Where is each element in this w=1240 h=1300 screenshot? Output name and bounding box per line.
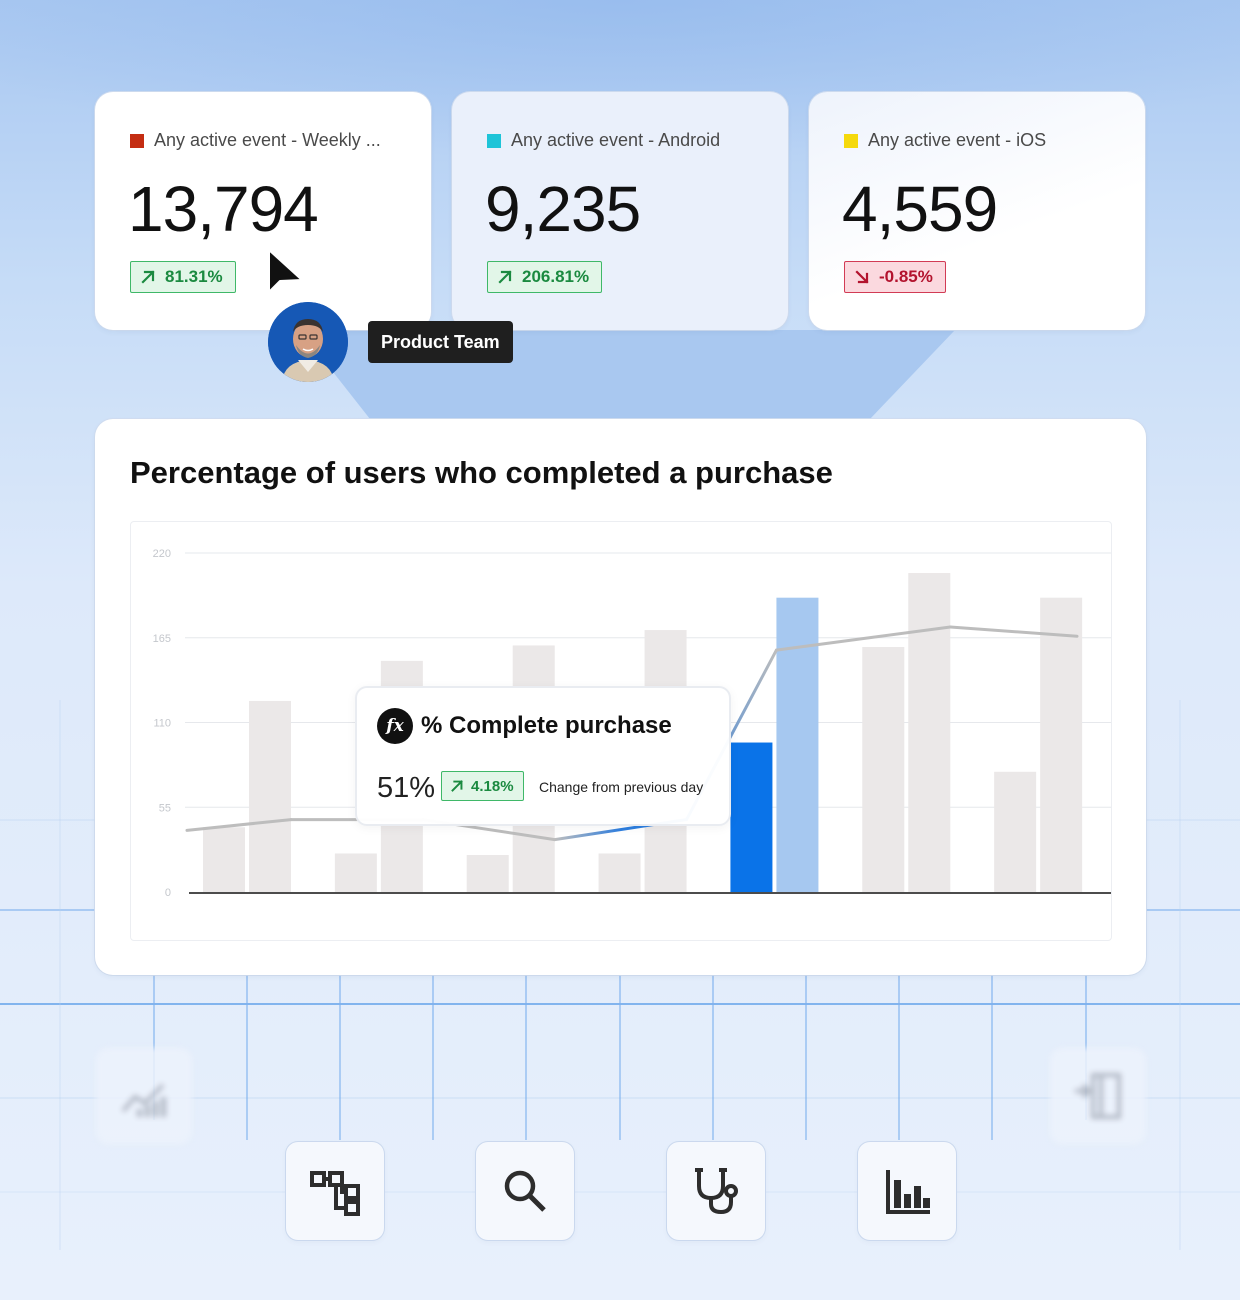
popover-delta-value: 4.18% [471,777,514,795]
delta-value: -0.85% [879,267,933,286]
line-segment [185,818,293,832]
metric-label-text: Any active event - iOS [868,130,1047,150]
bar [466,855,509,892]
delta-value: 81.31% [165,267,223,286]
ghost-tool-trend [96,1048,192,1144]
bar [598,853,641,892]
bar [862,646,905,892]
y-tick-label: 55 [159,802,171,814]
mouse-cursor-icon [268,249,303,293]
bar [994,771,1037,892]
bar [908,573,951,892]
arrow-up-right-icon [141,270,155,284]
delta-badge: 81.31% [130,261,236,293]
analytics-tool-button[interactable] [858,1142,956,1240]
y-tick-label: 0 [165,887,171,899]
line-segment [948,625,1079,638]
delta-badge: -0.85% [844,261,946,293]
line-segment [774,625,952,652]
y-tick-label: 220 [153,548,171,560]
avatar[interactable] [268,302,348,382]
popover-delta-badge: 4.18% [441,771,524,801]
bar [776,597,819,892]
metric-value: 13,794 [128,173,319,245]
delta-value: 206.81% [522,267,590,286]
chart-card: Percentage of users who completed a purc… [95,419,1146,975]
bar-chart-icon [886,1170,930,1214]
series-swatch [130,133,144,148]
diagnostics-tool-button[interactable] [667,1142,765,1240]
person-photo-icon [268,302,348,382]
ghost-tool-panel [1050,1048,1146,1144]
arrow-down-right-icon [855,270,869,284]
popover-title: % Complete purchase [421,712,672,739]
bar [730,742,773,892]
metric-label: Any active event - Weekly ... [130,130,381,151]
panel-import-icon [1075,1073,1121,1119]
metric-card-weekly[interactable]: Any active event - Weekly ... 13,794 81.… [95,92,431,330]
y-tick-label: 110 [153,718,171,730]
y-tick-label: 165 [153,633,171,645]
popover-note: Change from previous day [539,779,704,795]
trend-chart-icon [121,1083,166,1117]
formula-icon: fx [377,708,413,744]
metric-popover[interactable]: fx % Complete purchase 51% 4.18% Change … [355,686,731,826]
flow-tool-button[interactable] [286,1142,384,1240]
metric-value: 9,235 [485,173,641,245]
flow-icon [310,1171,360,1216]
collaborator-tooltip: Product Team [368,321,513,363]
bar [203,827,245,892]
bar [334,853,377,892]
metric-label-text: Any active event - Android [511,130,721,150]
bar [249,700,291,892]
metric-label: Any active event - iOS [844,130,1046,151]
bar [1040,597,1083,892]
arrow-up-right-icon [498,270,512,284]
arrow-up-right-icon [451,780,463,792]
popover-value: 51% [377,772,436,804]
chart-frame: 220 165 110 55 0 fx % Complete purchase 51% … [130,521,1112,941]
search-icon [504,1170,546,1212]
series-swatch [487,133,501,148]
stethoscope-icon [695,1168,738,1215]
metric-label-text: Any active event - Weekly ... [154,130,381,150]
metric-card-android[interactable]: Any active event - Android 9,235 206.81% [452,92,788,330]
delta-badge: 206.81% [487,261,603,293]
search-tool-button[interactable] [476,1142,574,1240]
metric-label: Any active event - Android [487,130,720,151]
metric-card-ios[interactable]: Any active event - iOS 4,559 -0.85% [809,92,1145,330]
chart-title: Percentage of users who completed a purc… [130,455,833,490]
series-swatch [844,133,858,148]
metric-value: 4,559 [842,173,998,245]
